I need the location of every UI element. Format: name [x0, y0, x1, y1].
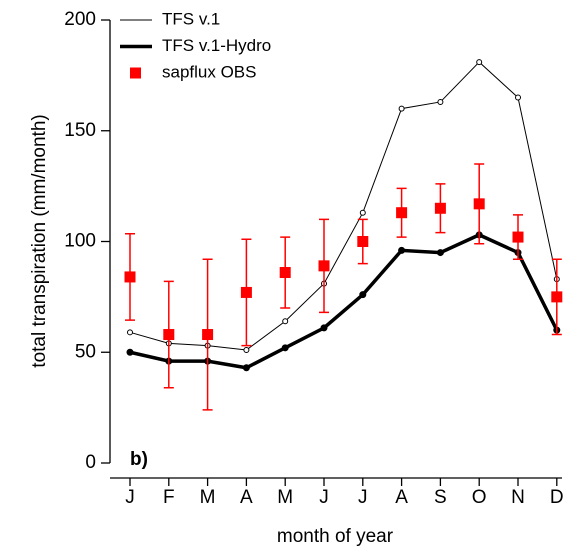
- legend-label: TFS v.1: [162, 9, 220, 28]
- obs-marker: [551, 291, 563, 303]
- point: [281, 344, 289, 352]
- y-tick-label: 0: [85, 452, 96, 473]
- point: [398, 246, 406, 254]
- obs-marker: [512, 231, 524, 243]
- y-tick-label: 150: [64, 120, 96, 141]
- point: [476, 59, 483, 66]
- point: [436, 249, 444, 257]
- obs-marker: [124, 271, 136, 283]
- x-axis-label: month of year: [277, 526, 394, 547]
- series-line: [129, 61, 558, 351]
- point: [359, 291, 367, 299]
- x-tick-label: D: [550, 487, 564, 508]
- legend-label: TFS v.1-Hydro: [162, 36, 271, 55]
- legend-label: sapflux OBS: [162, 62, 257, 81]
- point: [437, 98, 444, 105]
- y-tick-label: 100: [64, 231, 96, 252]
- y-axis-label: total transpiration (mm/month): [29, 114, 50, 367]
- point: [515, 94, 521, 101]
- x-tick-label: A: [240, 487, 253, 508]
- point: [243, 347, 250, 354]
- x-tick-label: S: [434, 487, 447, 508]
- point: [320, 324, 328, 332]
- obs-marker: [202, 329, 214, 341]
- panel-label: b): [130, 449, 148, 470]
- obs-marker: [396, 207, 408, 219]
- y-tick-label: 200: [64, 9, 96, 30]
- x-tick-label: N: [511, 487, 525, 508]
- obs-marker: [240, 286, 252, 298]
- point: [359, 209, 366, 216]
- point: [242, 364, 250, 372]
- obs-marker: [279, 267, 291, 279]
- y-tick-label: 50: [75, 341, 96, 362]
- point: [127, 329, 133, 336]
- series-line: [129, 232, 559, 370]
- obs-marker: [163, 329, 175, 341]
- x-tick-label: J: [125, 487, 135, 508]
- x-tick-label: J: [358, 487, 368, 508]
- x-tick-label: A: [395, 487, 408, 508]
- x-tick-label: O: [472, 487, 487, 508]
- obs-marker: [434, 202, 446, 214]
- legend-marker: [130, 67, 141, 79]
- point: [126, 348, 134, 356]
- obs-marker: [473, 198, 485, 210]
- obs-marker: [318, 260, 330, 272]
- point: [282, 318, 289, 325]
- x-tick-label: M: [277, 487, 293, 508]
- obs-marker: [357, 236, 369, 247]
- x-tick-label: J: [319, 487, 329, 508]
- point: [398, 105, 405, 112]
- x-tick-label: M: [200, 487, 216, 508]
- x-tick-label: F: [163, 487, 175, 508]
